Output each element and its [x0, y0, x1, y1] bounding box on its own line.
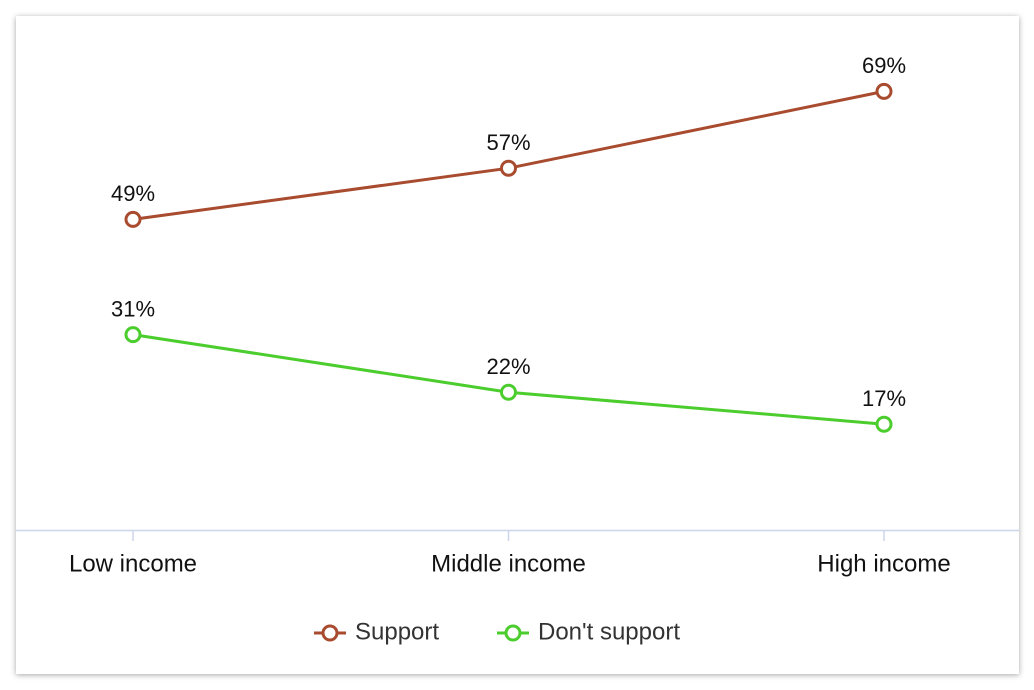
- legend-label: Don't support: [538, 618, 680, 645]
- data-point: [124, 210, 142, 228]
- data-point: [500, 383, 517, 401]
- data-point: [875, 415, 893, 433]
- data-point: [124, 326, 142, 344]
- data-label: 22%: [486, 354, 530, 379]
- legend-label: Support: [355, 618, 439, 645]
- data-point: [500, 159, 517, 177]
- data-label: 31%: [111, 296, 155, 321]
- data-label: 49%: [111, 181, 155, 206]
- x-tick-label: High income: [817, 550, 950, 577]
- data-label: 57%: [486, 130, 530, 155]
- chart-card: [16, 16, 1019, 674]
- x-tick-label: Middle income: [431, 550, 586, 577]
- data-point: [875, 82, 893, 100]
- legend-marker: [504, 624, 522, 642]
- data-label: 17%: [862, 386, 906, 411]
- data-label: 69%: [862, 53, 906, 78]
- x-tick-label: Low income: [69, 550, 197, 577]
- legend-marker: [321, 624, 339, 642]
